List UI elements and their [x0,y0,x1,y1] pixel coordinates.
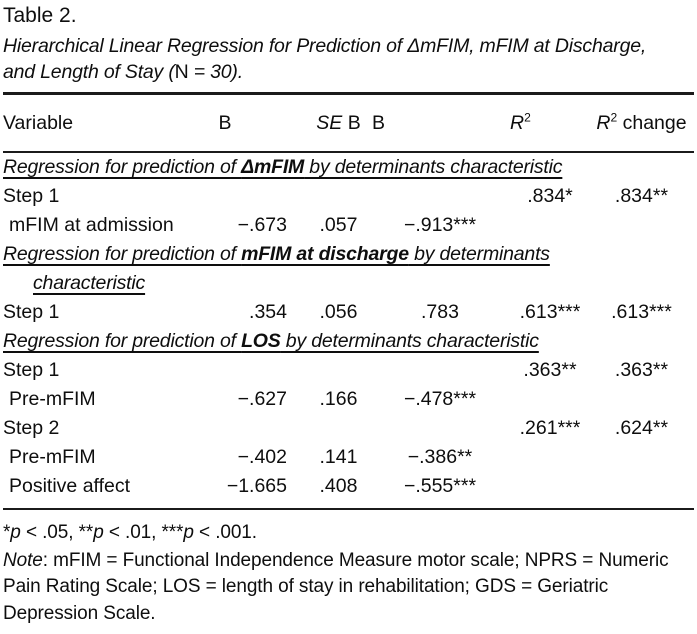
table-row: Step 2 .261*** .624** [3,414,694,443]
table-row: Positive affect −1.665 .408 −.555*** [3,472,694,501]
bottom-rule [3,508,694,510]
cell-b: −.627 [237,388,287,410]
cell-b: −.402 [237,446,287,468]
cell-r2: .363** [523,359,577,381]
table-row: Step 1 .834* .834** [3,182,694,211]
row-label: mFIM at admission [9,214,174,236]
column-header-row: Variable B SE B B R2 R2 change [3,95,694,153]
note-label: Note [3,549,43,571]
table-row: Pre-mFIM −.627 .166 −.478*** [3,385,694,414]
cell-beta: −.913*** [403,214,477,236]
table-row: Pre-mFIM −.402 .141 −.386** [3,443,694,472]
cell-beta: .783 [421,301,459,323]
row-label: Pre-mFIM [9,446,96,468]
cell-r2-change: .613*** [611,301,672,323]
cell-b: −.673 [237,214,287,236]
row-label: Step 1 [3,301,60,323]
section-header-los: Regression for prediction of LOS by dete… [3,330,539,352]
table-number: Table 2. [3,4,77,27]
cell-se-b: .166 [319,388,358,410]
table-row: Step 1 .363** .363** [3,356,694,385]
row-label: Positive affect [9,475,131,497]
header-b: B [218,111,232,134]
row-label: Step 1 [3,359,60,381]
header-r2: R2 [510,110,531,134]
cell-r2-change: .624** [614,417,669,439]
top-rule [3,92,694,95]
row-label: Step 2 [3,417,60,439]
cell-b: −1.665 [226,475,287,497]
table-row: Step 1 .354 .056 .783 .613*** .613*** [3,298,694,327]
cell-beta: −.555*** [403,475,477,497]
cell-r2: .834* [527,185,573,207]
cell-r2-change: .834** [614,185,669,207]
table-row: mFIM at admission −.673 .057 −.913*** [3,211,694,240]
cell-se-b: .057 [319,214,358,236]
header-variable: Variable [3,111,74,134]
cell-r2-change: .363** [614,359,669,381]
table-footnotes: *p < .05, **p < .01, ***p < .001. Note: … [3,520,694,627]
table-body: Regression for prediction of ΔmFIM by de… [3,153,694,501]
cell-b: .354 [249,301,287,323]
header-r2-change: R2 change [596,110,687,134]
row-label: Pre-mFIM [9,388,96,410]
header-se-b: SE B [316,111,361,134]
section-header-continuation: characteristic [33,272,146,294]
section-header-dmfim: Regression for prediction of ΔmFIM by de… [3,156,563,178]
section-header-mfim-discharge: Regression for prediction of mFIM at dis… [3,243,550,265]
table-title: Hierarchical Linear Regression for Predi… [3,33,694,85]
cell-se-b: .408 [319,475,358,497]
cell-se-b: .141 [319,446,358,468]
significance-note: *p < .05, **p < .01, ***p < .001. [3,522,257,543]
cell-r2: .613*** [519,301,581,323]
header-beta: B [372,111,386,134]
cell-r2: .261*** [519,417,581,439]
table-title-line1: Hierarchical Linear Regression for Predi… [3,35,647,57]
cell-se-b: .056 [319,301,358,323]
sample-size-n: N [174,61,189,83]
table-title-line2: and Length of Stay (N = 30). [3,61,243,83]
row-label: Step 1 [3,185,60,207]
abbreviations-note: Note: mFIM = Functional Independence Mea… [3,549,669,624]
cell-beta: −.478*** [403,388,477,410]
cell-beta: −.386** [407,446,473,468]
